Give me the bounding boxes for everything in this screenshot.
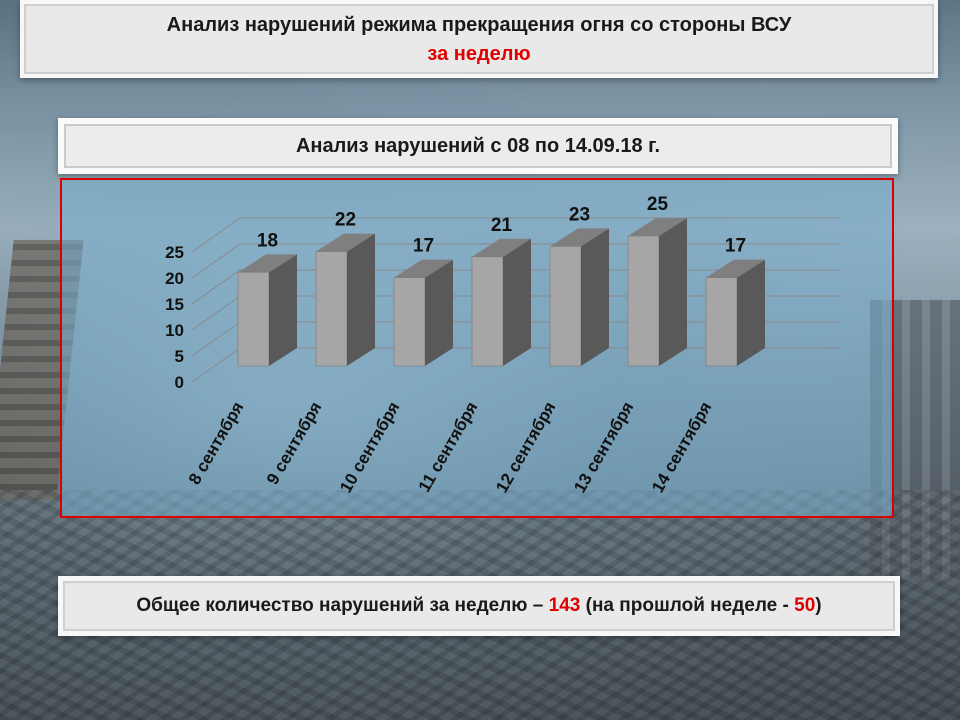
x-tick-label: 11 сентября xyxy=(415,399,482,496)
data-label: 22 xyxy=(335,210,356,231)
bar-side xyxy=(269,254,297,366)
bar-side xyxy=(659,218,687,366)
y-tick-label: 0 xyxy=(175,373,184,392)
bar-side xyxy=(503,238,531,366)
x-tick-label: 10 сентября xyxy=(336,399,403,497)
summary-total: 143 xyxy=(548,595,581,616)
bar-top xyxy=(472,238,531,257)
bar-side xyxy=(737,259,765,366)
bar-top xyxy=(628,218,687,236)
summary-text: Общее количество нарушений за неделю – 1… xyxy=(63,581,895,631)
bar-top xyxy=(706,259,765,278)
summary-prefix: Общее количество нарушений за неделю – xyxy=(136,595,549,616)
y-tick-label: 20 xyxy=(165,269,184,288)
bar xyxy=(471,256,504,367)
data-label: 21 xyxy=(491,215,513,236)
data-label: 17 xyxy=(725,236,746,257)
x-tick-label: 14 сентября xyxy=(648,399,715,497)
data-label: 18 xyxy=(257,230,278,251)
chart-heading: Анализ нарушений с 08 по 14.09.18 г. xyxy=(295,135,661,157)
grid-line xyxy=(191,217,840,253)
summary-previous: 50 xyxy=(794,595,816,616)
slide-title: Анализ нарушений режима прекращения огня… xyxy=(166,14,792,36)
data-label: 17 xyxy=(413,236,434,257)
bar-side xyxy=(347,233,375,366)
bar-top xyxy=(394,259,453,278)
bar-top xyxy=(316,233,375,252)
x-tick-label: 8 сентября xyxy=(185,399,248,488)
bar-top xyxy=(238,254,297,273)
bar-chart: 0 5 10 15 20 25 18 8 сентября 22 9 сентября 17 10 с… xyxy=(165,194,840,497)
y-tick-label: 10 xyxy=(165,321,184,340)
summary-middle: (на прошлой неделе - xyxy=(580,595,795,616)
data-label: 25 xyxy=(647,194,669,215)
slide-header: Анализ нарушений режима прекращения огня… xyxy=(20,0,938,78)
y-tick-label: 25 xyxy=(165,243,184,262)
x-tick-label: 13 сентября xyxy=(570,399,637,497)
bar xyxy=(627,235,660,367)
y-tick-label: 5 xyxy=(175,347,184,366)
x-tick-label: 12 сентября xyxy=(492,399,559,497)
chart-panel: 0 5 10 15 20 25 18 8 сентября 22 9 сентября 17 10 с… xyxy=(60,178,894,518)
summary-suffix: ) xyxy=(815,595,822,616)
bar xyxy=(237,272,270,367)
data-label: 23 xyxy=(569,204,590,225)
bar xyxy=(393,277,426,367)
bar-top xyxy=(550,228,609,247)
summary-panel: Общее количество нарушений за неделю – 1… xyxy=(58,576,900,636)
bar-side xyxy=(581,228,609,366)
x-tick-label: 9 сентября xyxy=(263,399,326,488)
bar xyxy=(549,246,582,367)
bar-side xyxy=(425,259,453,366)
bar xyxy=(315,251,348,367)
slide-subtitle: за неделю xyxy=(427,43,531,65)
chart-heading-panel: Анализ нарушений с 08 по 14.09.18 г. xyxy=(58,118,898,174)
bar xyxy=(705,277,738,367)
y-tick-label: 15 xyxy=(165,295,184,314)
